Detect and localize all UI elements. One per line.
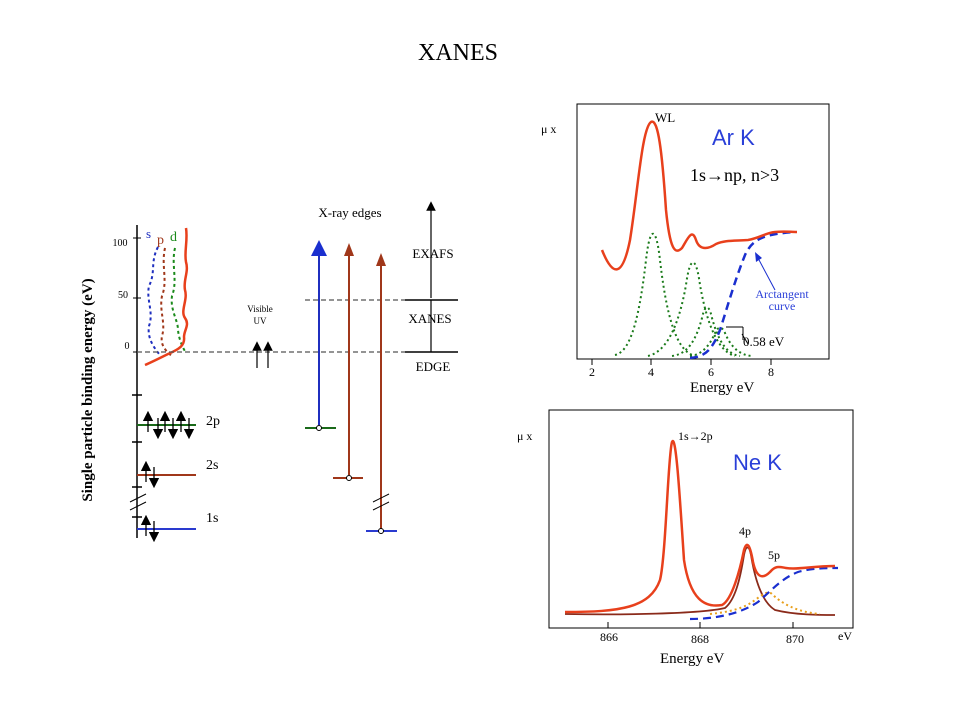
axis-break xyxy=(129,501,147,511)
l1-edge-core-hole xyxy=(346,475,352,481)
uv-label: UV xyxy=(254,316,267,326)
legend-d: d xyxy=(170,230,177,245)
ne-dotted-component-curve xyxy=(709,591,821,615)
xanes-label: XANES xyxy=(408,311,451,326)
visible-label: Visible xyxy=(247,304,272,314)
page-title: XANES xyxy=(418,40,498,66)
ne-element-label: Ne K xyxy=(733,450,782,475)
ne-arctangent-curve xyxy=(689,566,839,621)
ne-xtick-label: 868 xyxy=(691,632,709,646)
ne-unit-label: eV xyxy=(838,629,852,643)
total-dos-curve xyxy=(144,227,189,367)
axis-break xyxy=(129,493,147,503)
ar-plot-frame xyxy=(576,103,830,360)
xray-edges-label: X-ray edges xyxy=(318,205,381,220)
k-edge-break xyxy=(372,493,390,503)
k-edge-core-hole xyxy=(378,528,384,534)
binding-energy-axis-label: Single particle binding energy (eV) xyxy=(80,278,96,501)
ne-plot-frame xyxy=(548,409,854,629)
k-edge-break xyxy=(372,501,390,511)
exafs-label: EXAFS xyxy=(412,246,453,261)
ne-xtick-label: 870 xyxy=(786,632,804,646)
ne-xtick-label: 866 xyxy=(600,630,618,644)
ne-spectrum-curve xyxy=(564,439,836,614)
p-dos-curve xyxy=(160,247,174,358)
ne-k-panel: μ x 1s→2p Ne K 4p 5p 866 868 870 eV Ener… xyxy=(517,409,854,667)
ar-transition-label: 1s→np, n>3 xyxy=(690,165,779,185)
shift-label: 0.58 eV xyxy=(743,334,785,349)
arctangent-label-line2: curve xyxy=(769,299,796,313)
d-dos-curve xyxy=(170,247,187,354)
ne-ylabel: μ x xyxy=(517,429,532,443)
ar-fit-peak-3 xyxy=(671,306,741,357)
shift-pointer xyxy=(741,333,749,345)
ne-transition-label: 1s→2p xyxy=(678,429,713,443)
ar-fit-peak-1 xyxy=(614,233,696,357)
ar-spectrum-curve xyxy=(600,120,798,271)
level-label-2s: 2s xyxy=(206,458,218,473)
ar-xlabel: Energy eV xyxy=(690,380,754,396)
tick-label-50: 50 xyxy=(118,290,128,301)
legend-p: p xyxy=(157,233,164,248)
ar-k-panel: μ x WL Ar K 1s→np, n>3 2 4 6 8 Energy eV… xyxy=(541,103,830,396)
k-edge-arrowhead xyxy=(376,253,386,266)
ne-4p-component-curve xyxy=(564,546,836,616)
ar-xtick-label: 4 xyxy=(648,365,654,379)
l1-edge-arrowhead xyxy=(344,243,354,256)
level-diagram: Single particle binding energy (eV) 100 … xyxy=(80,201,458,543)
arctangent-label-line1: Arctangent xyxy=(755,287,809,301)
ar-xtick-label: 6 xyxy=(708,365,714,379)
tick-label-0: 0 xyxy=(125,341,130,352)
arctangent-pointer xyxy=(757,257,776,291)
ar-ylabel: μ x xyxy=(541,122,556,136)
level-label-2p: 2p xyxy=(206,414,220,429)
ar-arctangent-curve xyxy=(689,230,796,360)
tick-label-100: 100 xyxy=(113,238,128,249)
ar-xtick-label: 8 xyxy=(768,365,774,379)
wl-label: WL xyxy=(655,110,675,125)
level-label-1s: 1s xyxy=(206,511,218,526)
peak-5p-label: 5p xyxy=(768,548,780,562)
s-dos-curve xyxy=(147,246,161,356)
legend-s: s xyxy=(146,226,151,241)
arctangent-pointer-head xyxy=(755,252,762,262)
edge-label: EDGE xyxy=(416,359,451,374)
peak-4p-label: 4p xyxy=(739,524,751,538)
ar-fit-peak-2 xyxy=(647,261,736,357)
ne-xlabel: Energy eV xyxy=(660,651,724,667)
l-edge-core-hole xyxy=(316,425,322,431)
ar-element-label: Ar K xyxy=(712,125,755,150)
ar-xtick-label: 2 xyxy=(589,365,595,379)
